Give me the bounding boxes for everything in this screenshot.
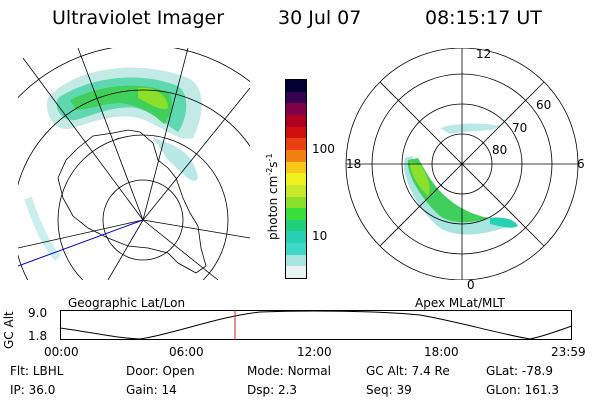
footer-glon: GLon: 161.3 (486, 383, 559, 397)
footer-door: Door: Open (126, 364, 195, 378)
colorbar-segment (286, 161, 306, 174)
gc-alt-ymax: 9.0 (28, 306, 48, 320)
footer-ip: IP: 36.0 (10, 383, 56, 397)
mlat-label-80: 80 (492, 143, 508, 157)
geographic-label: Geographic Lat/Lon (68, 296, 186, 310)
colorbar (285, 79, 307, 279)
colorbar-segment (286, 173, 306, 185)
mlt-image-panel (340, 47, 584, 281)
footer-seq: Seq: 39 (366, 383, 412, 397)
gc-alt-xtick-2: 12:00 (297, 345, 332, 359)
footer-glat: GLat: -78.9 (486, 364, 553, 378)
mlt-polar-plot (345, 47, 579, 281)
colorbar-segment (286, 126, 306, 139)
colorbar-segment (286, 103, 306, 116)
mlat-label-70: 70 (512, 121, 528, 135)
colorbar-segment (286, 91, 306, 104)
colorbar-segment (286, 208, 306, 220)
gc-alt-axis-label: GC Alt (2, 311, 16, 349)
footer-mode: Mode: Normal (247, 364, 331, 378)
mlt-label-18: 18 (346, 157, 362, 171)
colorbar-segment (286, 184, 306, 197)
footer-gain: Gain: 14 (126, 383, 177, 397)
geographic-image (18, 48, 250, 280)
colorbar-segment (286, 138, 306, 150)
gc-alt-xtick-3: 18:00 (424, 345, 459, 359)
gc-alt-plot (60, 310, 572, 340)
instrument-title: Ultraviolet Imager (52, 7, 225, 29)
colorbar-segment (286, 149, 306, 162)
observation-time: 08:15:17 UT (425, 7, 542, 29)
gc-alt-xtick-4: 23:59 (551, 345, 586, 359)
mlt-label-12: 12 (476, 47, 492, 61)
observation-date: 30 Jul 07 (278, 7, 362, 29)
mlt-panel-label: Apex MLat/MLT (415, 296, 505, 310)
header-bar: Ultraviolet Imager 30 Jul 07 08:15:17 UT (0, 0, 600, 40)
colorbar-unit-label: photon cm-2s-1 (265, 153, 280, 240)
colorbar-segment (286, 231, 306, 244)
footer-dsp: Dsp: 2.3 (247, 383, 298, 397)
mlt-label-0: 0 (467, 278, 475, 292)
footer-gc-alt: GC Alt: 7.4 Re (366, 364, 450, 378)
geographic-image-panel (18, 48, 250, 280)
gc-alt-ymin: 1.8 (28, 329, 48, 343)
colorbar-tick-10: 10 (312, 229, 328, 243)
colorbar-segment (286, 219, 306, 232)
mlat-label-60: 60 (536, 98, 552, 112)
gc-alt-xtick-0: 00:00 (44, 345, 79, 359)
colorbar-segment (286, 243, 306, 255)
colorbar-segment (286, 115, 306, 127)
colorbar-tick-100: 100 (312, 142, 335, 156)
colorbar-segment (286, 254, 306, 267)
gc-alt-xtick-1: 06:00 (169, 345, 204, 359)
colorbar-segment (286, 266, 306, 278)
mlt-label-6: 6 (577, 157, 585, 171)
colorbar-segment (286, 80, 306, 92)
colorbar-segment (286, 196, 306, 209)
footer-flt: Flt: LBHL (10, 364, 64, 378)
